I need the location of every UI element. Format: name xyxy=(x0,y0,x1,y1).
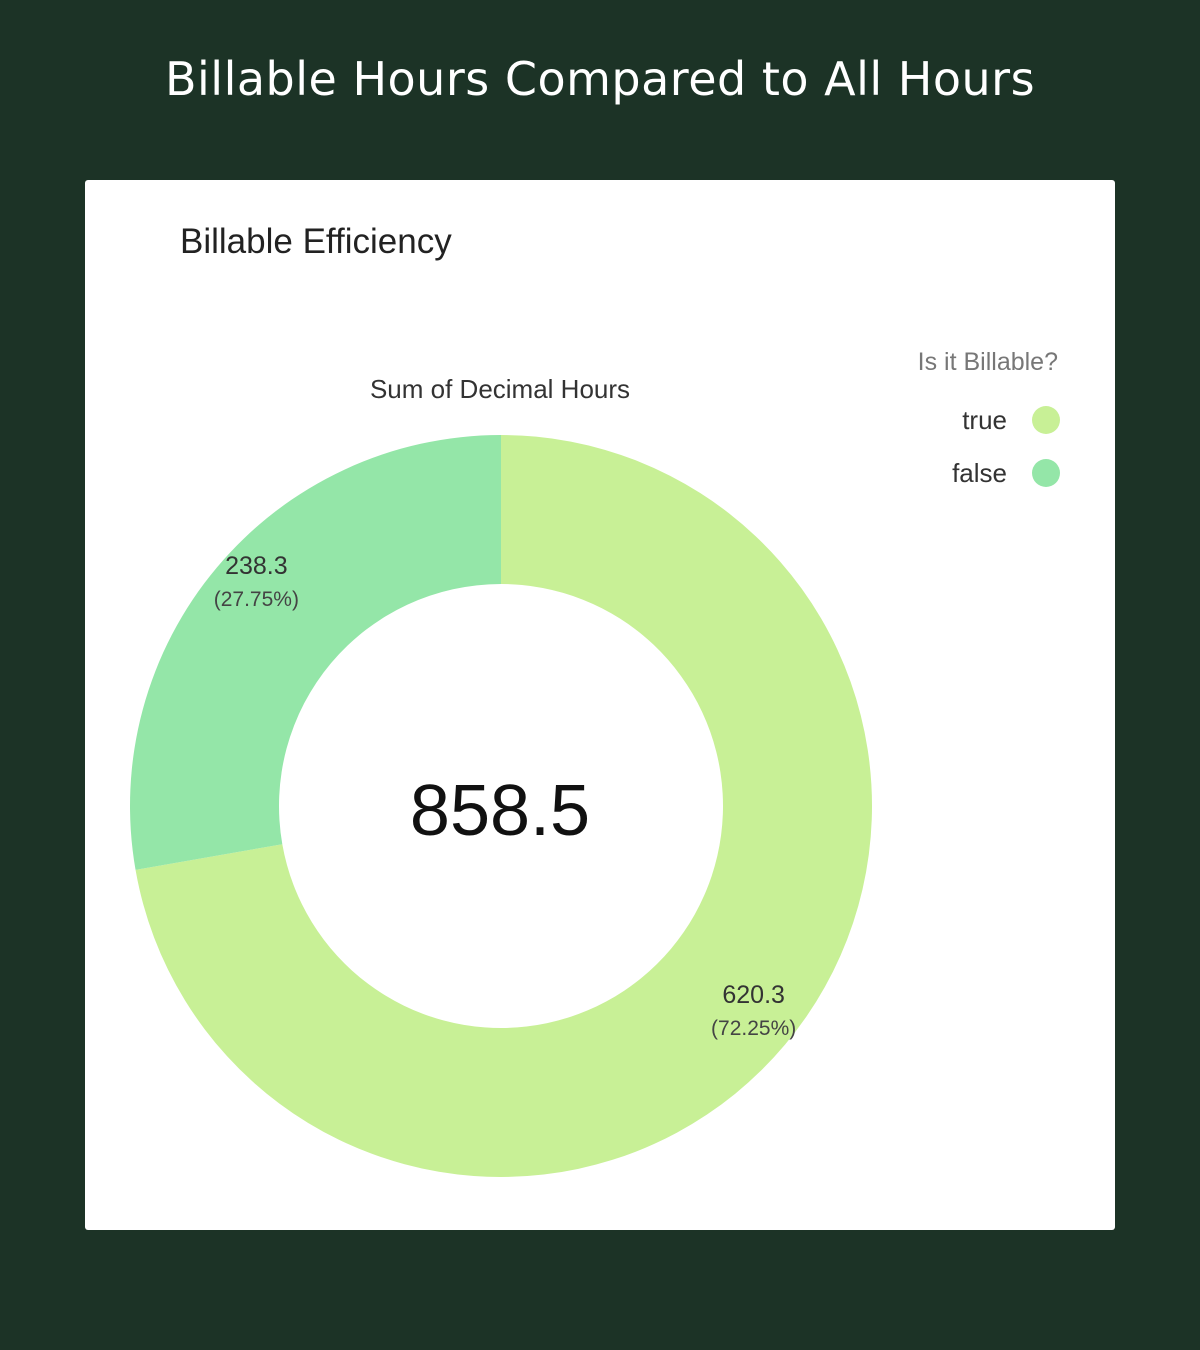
donut-chart: Billable Efficiency Sum of Decimal Hours… xyxy=(129,222,1060,1177)
legend-label-true: true xyxy=(962,405,1007,435)
donut-slices xyxy=(129,435,872,1177)
legend-swatch-true[interactable] xyxy=(1032,406,1060,434)
chart-card: Billable Efficiency Sum of Decimal Hours… xyxy=(85,180,1115,1230)
slice-labels: 620.3 (72.25%) 238.3 (27.75%) xyxy=(214,552,797,1040)
page-heading: Billable Hours Compared to All Hours xyxy=(164,52,1036,106)
legend-title: Is it Billable? xyxy=(918,348,1058,376)
slice-percent-label-false: (27.75%) xyxy=(214,588,299,611)
slice-value-label-true: 620.3 xyxy=(722,981,785,1009)
chart-subtitle: Sum of Decimal Hours xyxy=(370,374,630,404)
slice-false[interactable] xyxy=(129,435,501,870)
slice-true[interactable] xyxy=(135,435,872,1177)
slice-value-label-false: 238.3 xyxy=(225,552,288,580)
center-total: 858.5 xyxy=(410,771,590,851)
legend-swatch-false[interactable] xyxy=(1032,459,1060,487)
legend: true false xyxy=(952,405,1060,488)
legend-label-false: false xyxy=(952,458,1007,488)
slice-percent-label-true: (72.25%) xyxy=(711,1017,796,1040)
chart-title: Billable Efficiency xyxy=(180,222,452,261)
